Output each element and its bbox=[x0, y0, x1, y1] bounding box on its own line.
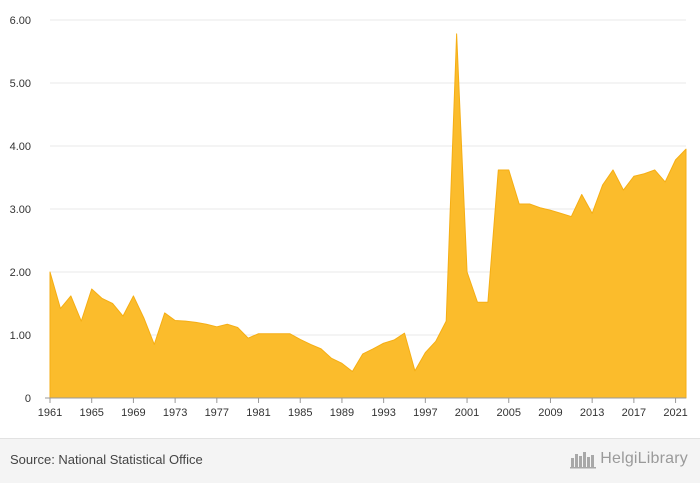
series-area bbox=[49, 33, 687, 399]
x-axis: 1961 1965 1969 1973 1977 1981 1985 1989 1993 1997… bbox=[38, 397, 688, 419]
x-tick-label: 2009 bbox=[538, 407, 562, 419]
source-note: Source: National Statistical Office bbox=[10, 452, 203, 467]
y-tick-label: 5.00 bbox=[10, 78, 31, 90]
x-tick-label: 1969 bbox=[121, 407, 145, 419]
x-tick-label: 1961 bbox=[38, 407, 62, 419]
x-tick-label: 2013 bbox=[580, 407, 604, 419]
y-tick-label: 4.00 bbox=[10, 141, 31, 153]
x-tick-label: 2017 bbox=[622, 407, 646, 419]
x-tick-label: 1965 bbox=[79, 407, 103, 419]
footer: Source: National Statistical Office Helg… bbox=[0, 438, 700, 483]
x-tick-label: 1985 bbox=[288, 407, 312, 419]
brand-logo[interactable]: HelgiLibrary bbox=[570, 449, 688, 469]
x-tick-label: 1997 bbox=[413, 407, 437, 419]
y-tick-label: 3.00 bbox=[10, 204, 31, 216]
y-tick-label: 0 bbox=[25, 393, 31, 405]
x-tick-label: 1993 bbox=[371, 407, 395, 419]
x-tick-label: 1989 bbox=[330, 407, 354, 419]
y-tick-label: 1.00 bbox=[10, 330, 31, 342]
y-tick-label: 6.00 bbox=[10, 15, 31, 27]
y-tick-label: 2.00 bbox=[10, 267, 31, 279]
area-chart: 01.002.003.004.005.006.00 1961 1965 1969 19… bbox=[10, 15, 688, 419]
x-tick-label: 2001 bbox=[455, 407, 479, 419]
x-tick-label: 1973 bbox=[163, 407, 187, 419]
x-tick-label: 2005 bbox=[497, 407, 521, 419]
x-tick-label: 1981 bbox=[246, 407, 270, 419]
city-skyline-icon bbox=[570, 452, 597, 469]
series-area-layer bbox=[49, 33, 687, 399]
y-axis: 0 1.00 2.00 3.00 4.00 5.00 6.00 bbox=[10, 15, 31, 405]
x-tick-label: 1977 bbox=[205, 407, 229, 419]
x-tick-label: 2021 bbox=[663, 407, 687, 419]
brand-name: HelgiLibrary bbox=[600, 450, 688, 467]
